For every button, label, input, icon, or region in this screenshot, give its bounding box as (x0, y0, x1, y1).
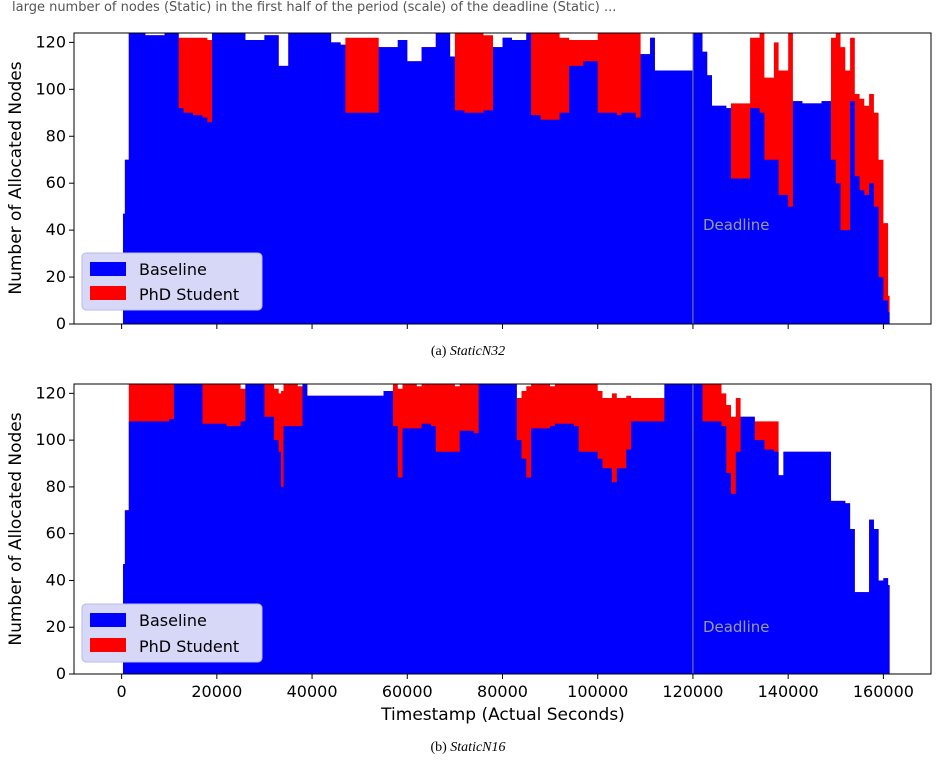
y-tick-label: 20 (46, 617, 66, 636)
chart-a-caption-name: StaticN32 (450, 344, 505, 359)
legend-label-baseline: Baseline (139, 611, 207, 630)
x-tick-label: 0 (117, 682, 127, 701)
chart-a-y-ticks: 0 20 40 60 80 100 120 (35, 32, 74, 333)
legend-swatch-baseline (90, 262, 126, 276)
x-tick-label: 120000 (662, 682, 723, 701)
deadline-label: Deadline (703, 216, 770, 234)
y-tick-label: 20 (46, 267, 66, 286)
legend-label-baseline: Baseline (139, 260, 207, 279)
series-area-baseline (121, 384, 890, 674)
chart-b-caption-name: StaticN16 (450, 740, 505, 755)
chart-b-y-axis-label: Number of Allocated Nodes (6, 412, 26, 645)
legend-label-phd: PhD Student (139, 637, 239, 656)
chart-a-caption-prefix: (a) (431, 344, 450, 359)
chart-b-areas: Deadline (121, 384, 890, 674)
chart-a-caption: (a) StaticN32 (431, 344, 505, 359)
chart-a-legend: Baseline PhD Student (81, 252, 263, 311)
y-tick-label: 80 (46, 126, 66, 145)
y-tick-label: 100 (35, 430, 66, 449)
y-tick-label: 120 (35, 383, 66, 402)
legend-label-phd: PhD Student (139, 285, 239, 304)
x-tick-label: 40000 (287, 682, 338, 701)
chart-b-caption-prefix: (b) (430, 740, 450, 755)
y-tick-label: 120 (35, 32, 66, 51)
legend-swatch-baseline (90, 613, 126, 627)
x-tick-label: 60000 (382, 682, 433, 701)
x-tick-label: 80000 (477, 682, 528, 701)
y-tick-label: 60 (46, 524, 66, 543)
y-tick-label: 40 (46, 220, 66, 239)
chart-a-x-ticks (121, 324, 884, 329)
y-tick-label: 0 (56, 664, 66, 683)
legend-swatch-phd (90, 638, 126, 652)
chart-panel-b: Deadline 0 20 40 60 80 100 120 0 20000 40000 6000… (6, 383, 932, 755)
chart-b-x-axis-label: Timestamp (Actual Seconds) (380, 705, 625, 725)
chart-a-legend-box (81, 252, 263, 311)
x-tick-label: 20000 (191, 682, 242, 701)
y-tick-label: 60 (46, 173, 66, 192)
y-tick-label: 100 (35, 79, 66, 98)
chart-b-caption: (b) StaticN16 (430, 740, 505, 755)
y-tick-label: 80 (46, 477, 66, 496)
chart-b-x-ticks: 0 20000 40000 60000 80000 100000 120000 140000 1… (117, 674, 914, 701)
y-tick-label: 40 (46, 570, 66, 589)
x-tick-label: 100000 (567, 682, 628, 701)
y-tick-label: 0 (56, 314, 66, 333)
x-tick-label: 160000 (853, 682, 914, 701)
page-header-fragment: large number of nodes (Static) in the fi… (12, 0, 616, 15)
deadline-label: Deadline (703, 618, 770, 636)
chart-b-legend-box (81, 603, 263, 663)
x-tick-label: 140000 (758, 682, 819, 701)
chart-panel-a: Deadline 0 20 40 60 80 100 120 Number of Alloc… (6, 32, 932, 359)
legend-swatch-phd (90, 286, 126, 300)
chart-b-legend: Baseline PhD Student (81, 603, 263, 663)
chart-a-areas: Deadline (121, 33, 890, 324)
chart-b-y-ticks: 0 20 40 60 80 100 120 (35, 383, 74, 683)
series-area-baseline (121, 33, 890, 324)
chart-a-y-axis-label: Number of Allocated Nodes (6, 61, 26, 294)
